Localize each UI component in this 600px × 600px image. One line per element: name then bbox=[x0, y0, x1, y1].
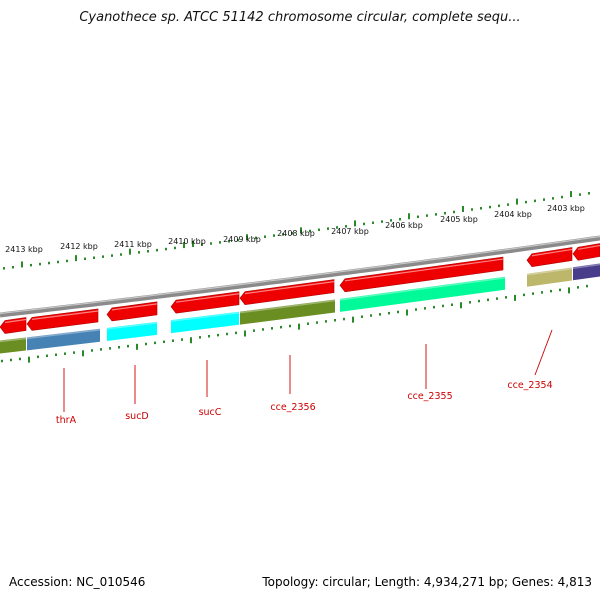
cog-bar bbox=[527, 267, 572, 287]
scale-labels: 2413 kbp 2412 kbp 2411 kbp 2410 kbp 2409 kbp… bbox=[5, 204, 585, 254]
gene-label: sucD bbox=[125, 411, 149, 422]
cog-bar bbox=[107, 321, 157, 341]
gene-arrow bbox=[170, 291, 240, 314]
cog-bar-shine bbox=[26, 329, 101, 340]
gene-arrow bbox=[106, 301, 158, 322]
scale-label: 2405 kbp bbox=[440, 215, 478, 224]
scale-label: 2412 kbp bbox=[60, 242, 98, 251]
scale-label: 2413 kbp bbox=[5, 245, 43, 254]
cog-bar bbox=[0, 337, 26, 354]
cog-bar-shine bbox=[339, 277, 506, 301]
scale-label: 2407 kbp bbox=[331, 227, 369, 236]
accession-text: Accession: NC_010546 bbox=[9, 575, 146, 589]
cog-bar-shine bbox=[572, 263, 600, 270]
gene-labels: thrA sucD sucC cce_2356 cce_2355 cce_2354 bbox=[56, 329, 553, 426]
gene-arrow-shine bbox=[577, 244, 600, 250]
gene-label: cce_2356 bbox=[270, 402, 315, 413]
scale-ticks-lower bbox=[1, 284, 588, 363]
backbone-arc bbox=[0, 235, 600, 318]
genome-stats-text: Topology: circular; Length: 4,934,271 bp… bbox=[262, 575, 592, 589]
scale-ticks-upper bbox=[3, 191, 590, 270]
gene-arrow bbox=[526, 247, 573, 268]
backbone-highlight bbox=[0, 235, 600, 315]
cog-bar bbox=[171, 311, 239, 334]
gene-arrow-shine bbox=[4, 318, 27, 324]
scale-label: 2403 kbp bbox=[547, 204, 585, 213]
gene-arrow-shine bbox=[244, 281, 335, 295]
gene-label: thrA bbox=[56, 415, 77, 426]
gene-arrow-shine bbox=[344, 258, 504, 282]
cog-bar-shine bbox=[170, 312, 240, 322]
gene-arrow-shine bbox=[31, 310, 99, 320]
scale-label: 2404 kbp bbox=[494, 210, 532, 219]
gene-label: cce_2354 bbox=[507, 380, 552, 391]
scale-label: 2408 kbp bbox=[277, 229, 315, 238]
gene-arrow-shine bbox=[531, 248, 573, 257]
gene-arrows bbox=[0, 243, 600, 334]
cog-bar bbox=[240, 299, 335, 325]
scale-label: 2410 kbp bbox=[168, 237, 206, 246]
scale-label: 2411 kbp bbox=[114, 240, 152, 249]
gene-arrow-shine bbox=[111, 303, 158, 311]
cog-bar bbox=[340, 276, 505, 312]
cog-bars bbox=[0, 263, 600, 354]
scale-label: 2409 kbp bbox=[223, 235, 261, 244]
scale-label: 2406 kbp bbox=[385, 221, 423, 230]
gene-arrow bbox=[239, 279, 335, 305]
cog-bar-shine bbox=[526, 267, 573, 276]
gene-arrow bbox=[0, 317, 27, 334]
gene-arrow-shine bbox=[175, 293, 240, 303]
cog-bar bbox=[573, 263, 600, 281]
map-title: Cyanothece sp. ATCC 51142 chromosome cir… bbox=[79, 10, 521, 25]
gene-arrow bbox=[339, 256, 504, 293]
cog-bar-shine bbox=[239, 299, 336, 314]
label-leader-line bbox=[534, 329, 553, 376]
gene-label: sucC bbox=[199, 407, 222, 418]
gene-label: cce_2355 bbox=[407, 391, 452, 402]
gene-arrow bbox=[572, 243, 600, 261]
cog-bar-shine bbox=[106, 322, 158, 330]
cog-bar bbox=[27, 328, 100, 351]
gene-arrow bbox=[26, 308, 99, 331]
backbone-line bbox=[0, 235, 600, 318]
cog-bar-shine bbox=[0, 337, 27, 343]
